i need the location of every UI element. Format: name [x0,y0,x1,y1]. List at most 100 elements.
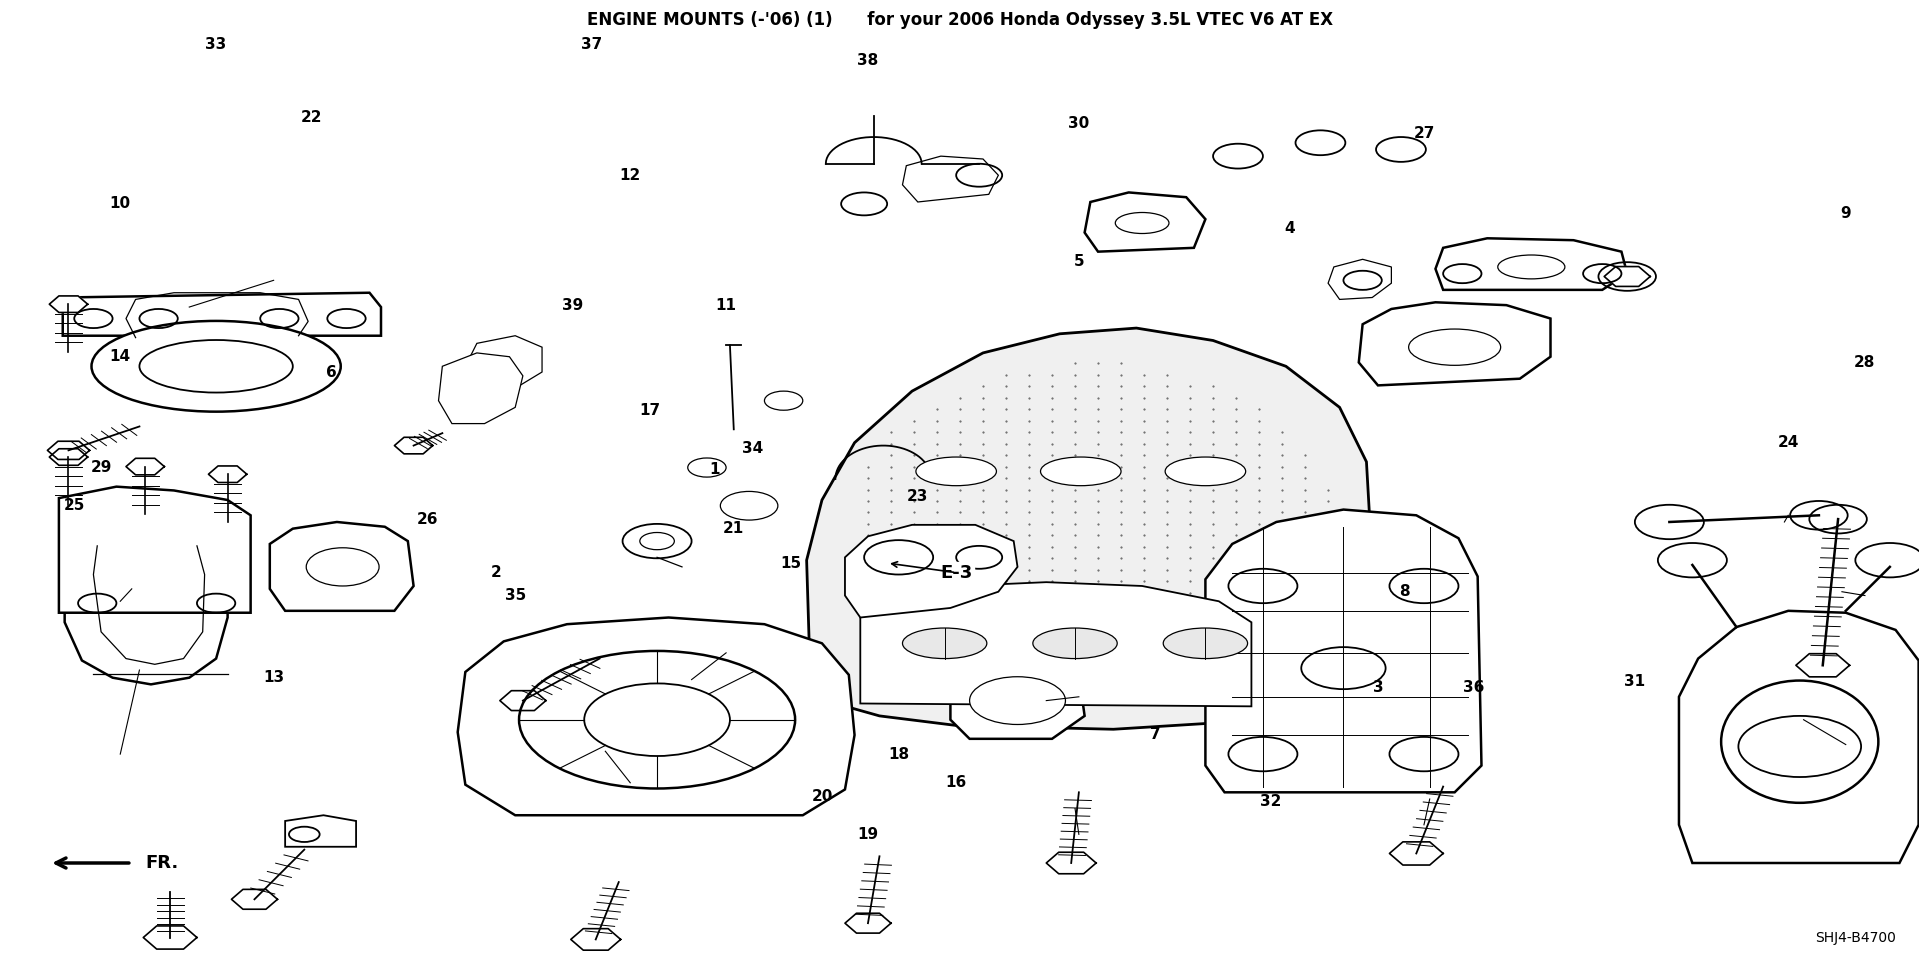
Text: 6: 6 [326,364,336,379]
Polygon shape [465,335,541,388]
Circle shape [970,676,1066,724]
Polygon shape [806,328,1373,729]
Polygon shape [271,522,413,611]
Text: 22: 22 [301,110,323,125]
Polygon shape [63,293,380,335]
Polygon shape [845,913,891,933]
Text: 1: 1 [708,462,720,477]
Polygon shape [860,582,1252,706]
Polygon shape [50,448,88,466]
Ellipse shape [916,457,996,486]
Text: 28: 28 [1855,355,1876,370]
Text: 26: 26 [417,512,438,527]
Polygon shape [570,928,620,950]
Polygon shape [144,926,198,949]
Polygon shape [902,156,998,202]
Text: 11: 11 [716,298,737,312]
Text: 29: 29 [90,460,111,475]
Polygon shape [48,442,90,460]
Text: 33: 33 [205,36,227,52]
Polygon shape [60,487,252,613]
Text: SHJ4-B4700: SHJ4-B4700 [1814,931,1895,946]
Circle shape [1738,716,1860,777]
Text: 32: 32 [1260,794,1281,810]
Polygon shape [1390,842,1444,865]
Text: 18: 18 [889,746,910,762]
Ellipse shape [305,548,378,586]
Text: 39: 39 [563,298,584,312]
Circle shape [639,533,674,550]
Polygon shape [1605,266,1649,286]
Text: 30: 30 [1068,116,1089,131]
Ellipse shape [1409,329,1501,365]
Ellipse shape [1041,457,1121,486]
Text: 3: 3 [1373,680,1382,695]
Polygon shape [1436,239,1626,290]
Ellipse shape [1164,628,1248,658]
Polygon shape [1359,303,1551,385]
Polygon shape [457,618,854,815]
Polygon shape [232,889,278,909]
Text: 24: 24 [1778,435,1799,450]
Polygon shape [127,458,165,475]
Polygon shape [1329,260,1392,300]
Text: 34: 34 [743,441,764,456]
Text: 16: 16 [945,775,968,790]
Polygon shape [499,691,545,711]
Ellipse shape [902,628,987,658]
Circle shape [518,650,795,788]
Polygon shape [438,353,522,423]
Circle shape [764,391,803,410]
Polygon shape [209,466,248,483]
Text: 2: 2 [492,565,501,581]
Polygon shape [950,660,1085,739]
Text: 17: 17 [639,402,660,418]
Polygon shape [286,815,355,847]
Text: 25: 25 [63,498,84,513]
Text: E-3: E-3 [941,563,972,582]
Text: FR.: FR. [146,854,179,872]
Text: 12: 12 [620,168,641,183]
Polygon shape [541,677,649,741]
Polygon shape [1795,653,1849,677]
Polygon shape [845,525,1018,618]
Ellipse shape [1033,628,1117,658]
Text: 8: 8 [1400,584,1409,599]
Text: 27: 27 [1413,125,1434,141]
Polygon shape [50,296,88,312]
Ellipse shape [1116,213,1169,234]
Circle shape [720,491,778,520]
Circle shape [622,524,691,559]
Text: 35: 35 [505,588,526,603]
Ellipse shape [92,321,340,412]
Text: 31: 31 [1624,674,1645,689]
Text: 14: 14 [109,350,131,364]
Text: 38: 38 [858,53,879,68]
Text: 23: 23 [906,489,929,504]
Ellipse shape [1720,680,1878,803]
Ellipse shape [1498,255,1565,279]
Text: 21: 21 [724,521,745,536]
Ellipse shape [140,340,294,393]
Text: ENGINE MOUNTS (-'06) (1)      for your 2006 Honda Odyssey 3.5L VTEC V6 AT EX: ENGINE MOUNTS (-'06) (1) for your 2006 H… [588,11,1332,30]
Text: 37: 37 [582,36,603,52]
Text: 10: 10 [109,196,131,212]
Text: 4: 4 [1284,221,1296,237]
Text: 15: 15 [781,556,803,571]
Text: 19: 19 [858,827,879,842]
Polygon shape [65,513,228,684]
Polygon shape [1678,611,1918,863]
Text: 7: 7 [1150,727,1162,742]
Polygon shape [394,437,432,454]
Text: 5: 5 [1073,254,1085,268]
Text: 20: 20 [812,788,833,804]
Text: 36: 36 [1463,680,1484,695]
Text: 13: 13 [263,671,284,685]
Polygon shape [1046,853,1096,874]
Circle shape [584,683,730,756]
Text: 9: 9 [1841,206,1851,221]
Ellipse shape [1165,457,1246,486]
Circle shape [687,458,726,477]
Polygon shape [1206,510,1482,792]
Polygon shape [1085,193,1206,252]
